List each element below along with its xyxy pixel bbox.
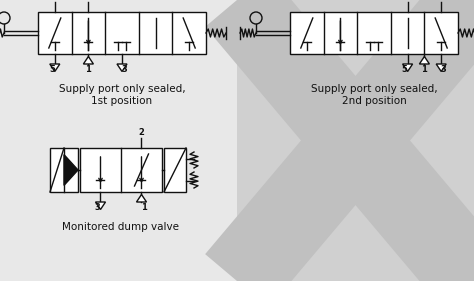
Text: 5: 5	[401, 65, 408, 74]
Text: 1: 1	[141, 203, 146, 212]
Text: 2: 2	[85, 0, 91, 1]
Text: 1: 1	[85, 65, 91, 74]
Text: Supply port only sealed,
2nd position: Supply port only sealed, 2nd position	[310, 84, 438, 106]
Bar	[38, 12, 206, 54]
Polygon shape	[137, 194, 146, 202]
Bar	[237, 0, 474, 281]
Text: 2: 2	[138, 128, 145, 137]
Polygon shape	[402, 64, 412, 71]
Text: 3: 3	[121, 65, 127, 74]
Bar	[0, 0, 237, 281]
Polygon shape	[50, 64, 60, 71]
Text: Monitored dump valve: Monitored dump valve	[63, 222, 180, 232]
Polygon shape	[83, 56, 93, 64]
Text: 4: 4	[405, 0, 410, 1]
Text: 3: 3	[440, 65, 446, 74]
Text: 4: 4	[52, 0, 58, 1]
Text: Supply port only sealed,
1st position: Supply port only sealed, 1st position	[59, 84, 185, 106]
Text: 2: 2	[438, 0, 444, 1]
Bar	[237, 0, 474, 281]
Bar	[290, 12, 458, 54]
Text: 5: 5	[49, 65, 55, 74]
Polygon shape	[117, 64, 127, 71]
Text: 1: 1	[421, 65, 428, 74]
Bar	[50, 148, 78, 192]
Polygon shape	[436, 64, 446, 71]
Bar	[164, 148, 186, 192]
Polygon shape	[419, 56, 429, 64]
Text: 3: 3	[95, 203, 100, 212]
Polygon shape	[64, 155, 78, 185]
Bar	[80, 148, 162, 192]
Polygon shape	[95, 202, 106, 210]
